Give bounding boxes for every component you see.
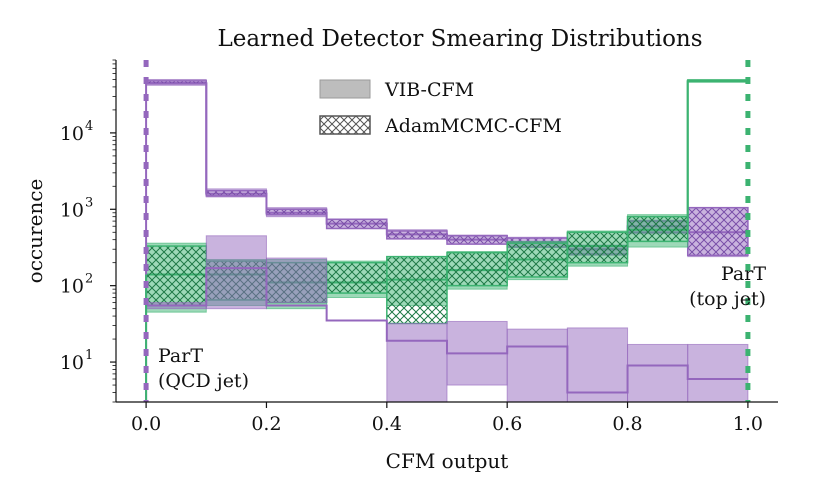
y-axis-title: occurence	[23, 179, 47, 284]
hatch-bin-2-1	[205, 189, 268, 197]
hatch-bin-5-3	[325, 261, 388, 294]
hatch-bin-2-9	[686, 206, 749, 257]
band-bin-6-9	[687, 343, 749, 402]
hatch-bin-5-8	[626, 215, 689, 243]
hatch-bin-5-4	[386, 255, 448, 325]
hatch-bin-5-9	[686, 79, 749, 83]
hatch-bin-2-2	[265, 208, 328, 216]
annotation-qcd-line1: ParT	[158, 345, 203, 367]
y-tick-exponent-3: 4	[85, 119, 93, 134]
legend-label-vib: VIB-CFM	[384, 79, 474, 101]
x-axis-title: CFM output	[386, 449, 509, 473]
hatch-bin-5-6	[506, 242, 569, 278]
legend-label-adam: AdamMCMC-CFM	[384, 115, 562, 137]
band-bin-6-6	[506, 328, 568, 402]
step-line-7	[146, 267, 748, 394]
x-tick-label-1: 0.2	[251, 413, 281, 435]
annotation-top-line1: ParT	[721, 263, 766, 285]
hatch-bin-5-0	[145, 245, 208, 307]
band-bin-6-2	[265, 257, 328, 304]
x-tick-label-2: 0.4	[372, 413, 402, 435]
plot-area	[143, 60, 751, 402]
x-ticks: 0.0 0.2 0.4 0.6 0.8 1.0	[131, 402, 763, 435]
legend-swatch-vib	[319, 79, 371, 99]
y-tick-exponent-1: 2	[85, 272, 93, 287]
y-tick-label-3: 10	[60, 123, 84, 145]
y-tick-exponent-2: 3	[85, 195, 93, 210]
y-tick-label-1: 10	[60, 276, 84, 298]
hatch-bin-2-4	[386, 230, 448, 240]
y-tick-label-2: 10	[60, 199, 84, 221]
y-tick-exponent-0: 1	[85, 348, 93, 363]
annotation-top-line2: (top jet)	[689, 288, 766, 310]
hatch-bin-2-0	[145, 80, 208, 85]
x-tick-label-0: 0.0	[131, 413, 161, 435]
x-tick-label-5: 1.0	[733, 413, 763, 435]
legend: VIB-CFM AdamMCMC-CFM	[319, 79, 562, 137]
annotation-qcd-line2: (QCD jet)	[158, 370, 249, 392]
band-bin-6-7	[566, 327, 629, 402]
x-tick-label-4: 0.8	[612, 413, 642, 435]
hatch-bin-5-5	[446, 251, 508, 287]
x-tick-label-3: 0.6	[492, 413, 522, 435]
band-bin-6-8	[627, 343, 689, 402]
band-bin-6-1	[205, 235, 267, 310]
chart-title: Learned Detector Smearing Distributions	[217, 26, 702, 52]
series-7	[146, 267, 748, 394]
y-tick-label-0: 10	[60, 352, 84, 374]
hatch-bin-2-3	[325, 218, 388, 230]
hatch-bin-2-5	[446, 235, 508, 245]
band-bin-6-4	[386, 322, 448, 402]
hatch-bin-5-7	[566, 231, 629, 264]
legend-swatch-adam	[319, 115, 371, 135]
